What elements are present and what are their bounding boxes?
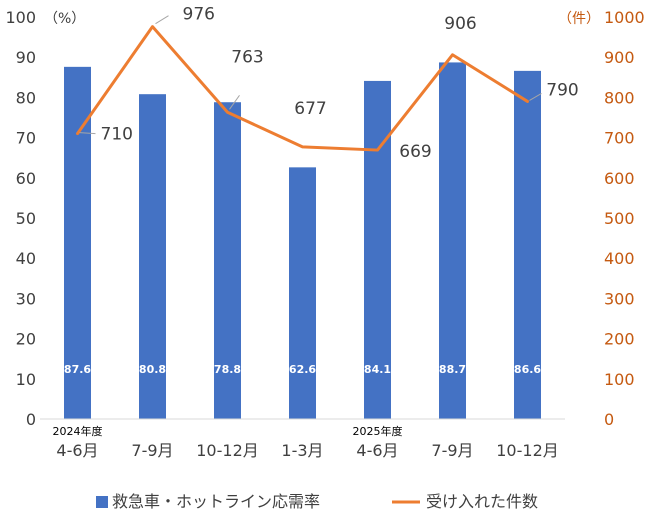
bar-value-label: 62.6 bbox=[289, 363, 316, 376]
right-axis-tick-label: 100 bbox=[604, 370, 635, 389]
right-axis-tick-label: 200 bbox=[604, 330, 635, 349]
line-value-label: 669 bbox=[399, 142, 431, 162]
bar bbox=[64, 66, 91, 420]
right-axis-tick-label: 700 bbox=[604, 129, 635, 148]
legend-bar-label: 救急車・ホットライン応需率 bbox=[112, 492, 320, 511]
x-axis-year-label: 2025年度 bbox=[353, 424, 403, 438]
right-axis-tick-label: 800 bbox=[604, 88, 635, 107]
left-axis-tick-label: 100 bbox=[5, 8, 36, 27]
line-value-label: 976 bbox=[183, 5, 215, 25]
bar-value-label: 78.8 bbox=[214, 363, 241, 376]
bar-value-label: 80.8 bbox=[139, 363, 166, 376]
left-axis-tick-label: 50 bbox=[16, 209, 36, 228]
bar-value-label: 84.1 bbox=[364, 363, 391, 376]
right-axis-unit: （件） bbox=[558, 11, 600, 27]
legend-line-label: 受け入れた件数 bbox=[426, 492, 538, 511]
left-axis-tick-label: 40 bbox=[16, 249, 36, 268]
line-value-label: 710 bbox=[101, 125, 133, 145]
right-axis: 0 100 200 300 400 500 600 700 800 900 1000（件） bbox=[558, 8, 645, 429]
line-value-label: 763 bbox=[231, 47, 263, 67]
line-value-label: 790 bbox=[546, 80, 578, 100]
left-axis-tick-label: 10 bbox=[16, 370, 36, 389]
left-axis-unit: （%） bbox=[44, 11, 85, 27]
line-path bbox=[76, 25, 529, 152]
line-series: 710 976 763 677 669 906 790 bbox=[76, 5, 579, 162]
line-label-leader bbox=[79, 132, 96, 135]
right-axis-tick-label: 1000 bbox=[604, 8, 645, 27]
x-axis-tick-label: 4-6月 bbox=[56, 441, 98, 460]
left-axis-tick-label: 20 bbox=[16, 330, 36, 349]
bar-value-label: 88.7 bbox=[439, 363, 466, 376]
bar bbox=[214, 102, 241, 419]
line-label-leader bbox=[155, 15, 169, 25]
line-value-label: 677 bbox=[294, 99, 326, 119]
bar bbox=[514, 70, 541, 420]
left-axis-tick-label: 0 bbox=[26, 410, 36, 429]
left-axis-tick-label: 60 bbox=[16, 169, 36, 188]
bar-value-label: 87.6 bbox=[64, 363, 91, 376]
right-axis-tick-label: 500 bbox=[604, 209, 635, 228]
right-axis-tick-label: 0 bbox=[604, 410, 614, 429]
bar-value-label: 86.6 bbox=[514, 363, 541, 376]
x-axis-tick-label: 10-12月 bbox=[196, 441, 259, 460]
line-value-label: 906 bbox=[444, 14, 476, 34]
line-label-leader bbox=[529, 92, 542, 101]
right-axis-tick-label: 400 bbox=[604, 249, 635, 268]
x-axis-year-label: 2024年度 bbox=[53, 424, 103, 438]
right-axis-tick-label: 900 bbox=[604, 48, 635, 67]
bar bbox=[289, 167, 316, 419]
x-axis-tick-label: 10-12月 bbox=[496, 441, 559, 460]
x-axis-tick-label: 7-9月 bbox=[431, 441, 473, 460]
legend-bar-swatch bbox=[96, 496, 108, 508]
bar bbox=[439, 62, 466, 420]
left-axis-tick-label: 90 bbox=[16, 48, 36, 67]
legend: 救急車・ホットライン応需率 受け入れた件数 bbox=[96, 492, 538, 511]
line-label-leader bbox=[229, 94, 240, 110]
left-axis: 0 10 20 30 40 50 60 70 80 90 100 （%） bbox=[5, 8, 85, 429]
right-axis-tick-label: 600 bbox=[604, 169, 635, 188]
left-axis-tick-label: 80 bbox=[16, 88, 36, 107]
x-axis-tick-label: 4-6月 bbox=[356, 441, 398, 460]
left-axis-tick-label: 70 bbox=[16, 129, 36, 148]
x-axis-labels: 2024年度 4-6月 7-9月 10-12月 1-3月 2025年度 4-6月 7-9月 10… bbox=[53, 424, 559, 460]
x-axis-tick-label: 7-9月 bbox=[131, 441, 173, 460]
x-axis-tick-label: 1-3月 bbox=[281, 441, 323, 460]
bar bbox=[139, 94, 166, 420]
bar-series: 87.6 80.8 78.8 62.6 84.1 88.7 86.6 bbox=[64, 62, 541, 420]
right-axis-tick-label: 300 bbox=[604, 289, 635, 308]
left-axis-tick-label: 30 bbox=[16, 289, 36, 308]
